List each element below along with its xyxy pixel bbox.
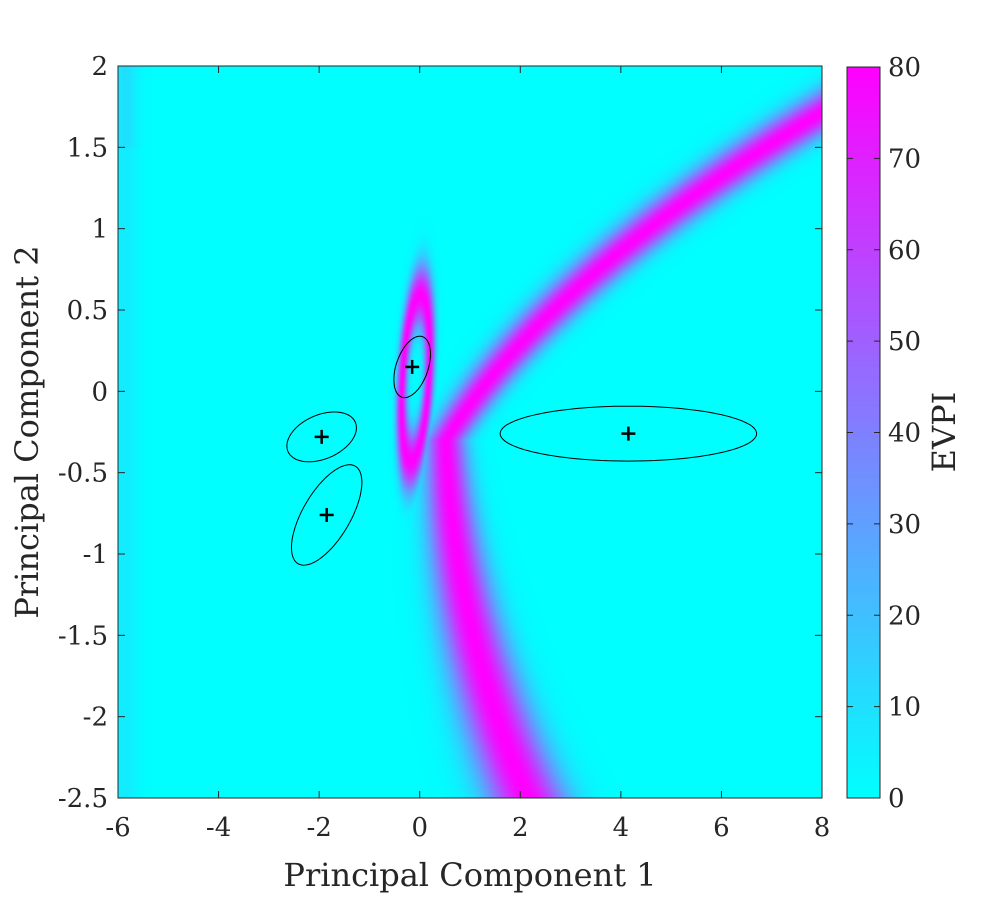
y-tick-label: 1	[91, 215, 108, 245]
y-tick-label: -2.5	[58, 784, 108, 814]
colorbar-title: EVPI	[925, 392, 963, 473]
x-axis-title: Principal Component 1	[283, 856, 656, 894]
cluster-center-marker-1	[314, 429, 329, 444]
cluster-ellipse-4	[499, 405, 758, 462]
colorbar-tick-label: 40	[888, 419, 921, 449]
cluster-ellipses	[286, 335, 758, 566]
colorbar-ticks: 0 10 20 30 40 50 60 70 80	[847, 53, 921, 814]
x-tick-label: 4	[613, 813, 630, 843]
cluster-ellipse-3	[393, 335, 431, 399]
plot-frame	[117, 65, 823, 799]
colorbar-tick-label: 70	[888, 144, 921, 174]
cluster-ellipse-1	[286, 411, 357, 463]
colorbar-tick-label: 10	[888, 693, 921, 723]
cluster-ellipse-2	[291, 464, 363, 566]
y-tick-label: 1.5	[67, 133, 108, 163]
y-tick-label: 0.5	[67, 296, 108, 326]
cluster-center-markers	[314, 359, 636, 522]
x-tick-label: 2	[512, 813, 529, 843]
x-axis-ticks: -6 -4 -2 0 2 4 6 8	[105, 66, 830, 843]
y-tick-label: 0	[91, 377, 108, 407]
y-axis-ticks: -2.5 -2 -1.5 -1 -0.5 0 0.5 1 1.5 2	[58, 52, 822, 814]
y-tick-label: -1.5	[58, 621, 108, 651]
evpi-heatmap	[118, 66, 822, 798]
cluster-center-marker-4	[621, 426, 636, 441]
heatmap-area	[117, 65, 823, 799]
colorbar: 0 10 20 30 40 50 60 70 80 EVPI	[846, 53, 963, 814]
colorbar-tick-label: 0	[888, 784, 905, 814]
cluster-center-marker-3	[405, 359, 420, 374]
colorbar-tick-label: 60	[888, 236, 921, 266]
x-tick-label: 0	[411, 813, 428, 843]
x-tick-label: -2	[306, 813, 331, 843]
y-tick-label: 2	[91, 52, 108, 82]
cluster-center-marker-2	[319, 507, 334, 522]
y-tick-label: -1	[83, 540, 108, 570]
y-tick-label: -0.5	[58, 459, 108, 489]
x-tick-label: 6	[713, 813, 730, 843]
x-tick-label: 8	[814, 813, 831, 843]
x-tick-label: -6	[105, 813, 130, 843]
colorbar-tick-label: 20	[888, 601, 921, 631]
y-tick-label: -2	[83, 703, 108, 733]
x-tick-label: -4	[206, 813, 231, 843]
colorbar-tick-label: 50	[888, 327, 921, 357]
colorbar-tick-label: 80	[888, 53, 921, 83]
y-axis-title: Principal Component 2	[8, 245, 46, 618]
colorbar-tick-label: 30	[888, 510, 921, 540]
